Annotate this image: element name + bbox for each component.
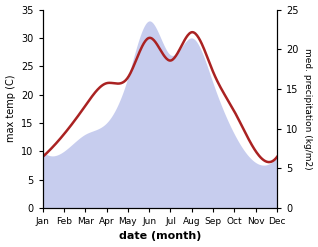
- Y-axis label: max temp (C): max temp (C): [5, 75, 16, 143]
- Y-axis label: med. precipitation (kg/m2): med. precipitation (kg/m2): [303, 48, 313, 169]
- X-axis label: date (month): date (month): [119, 231, 201, 242]
